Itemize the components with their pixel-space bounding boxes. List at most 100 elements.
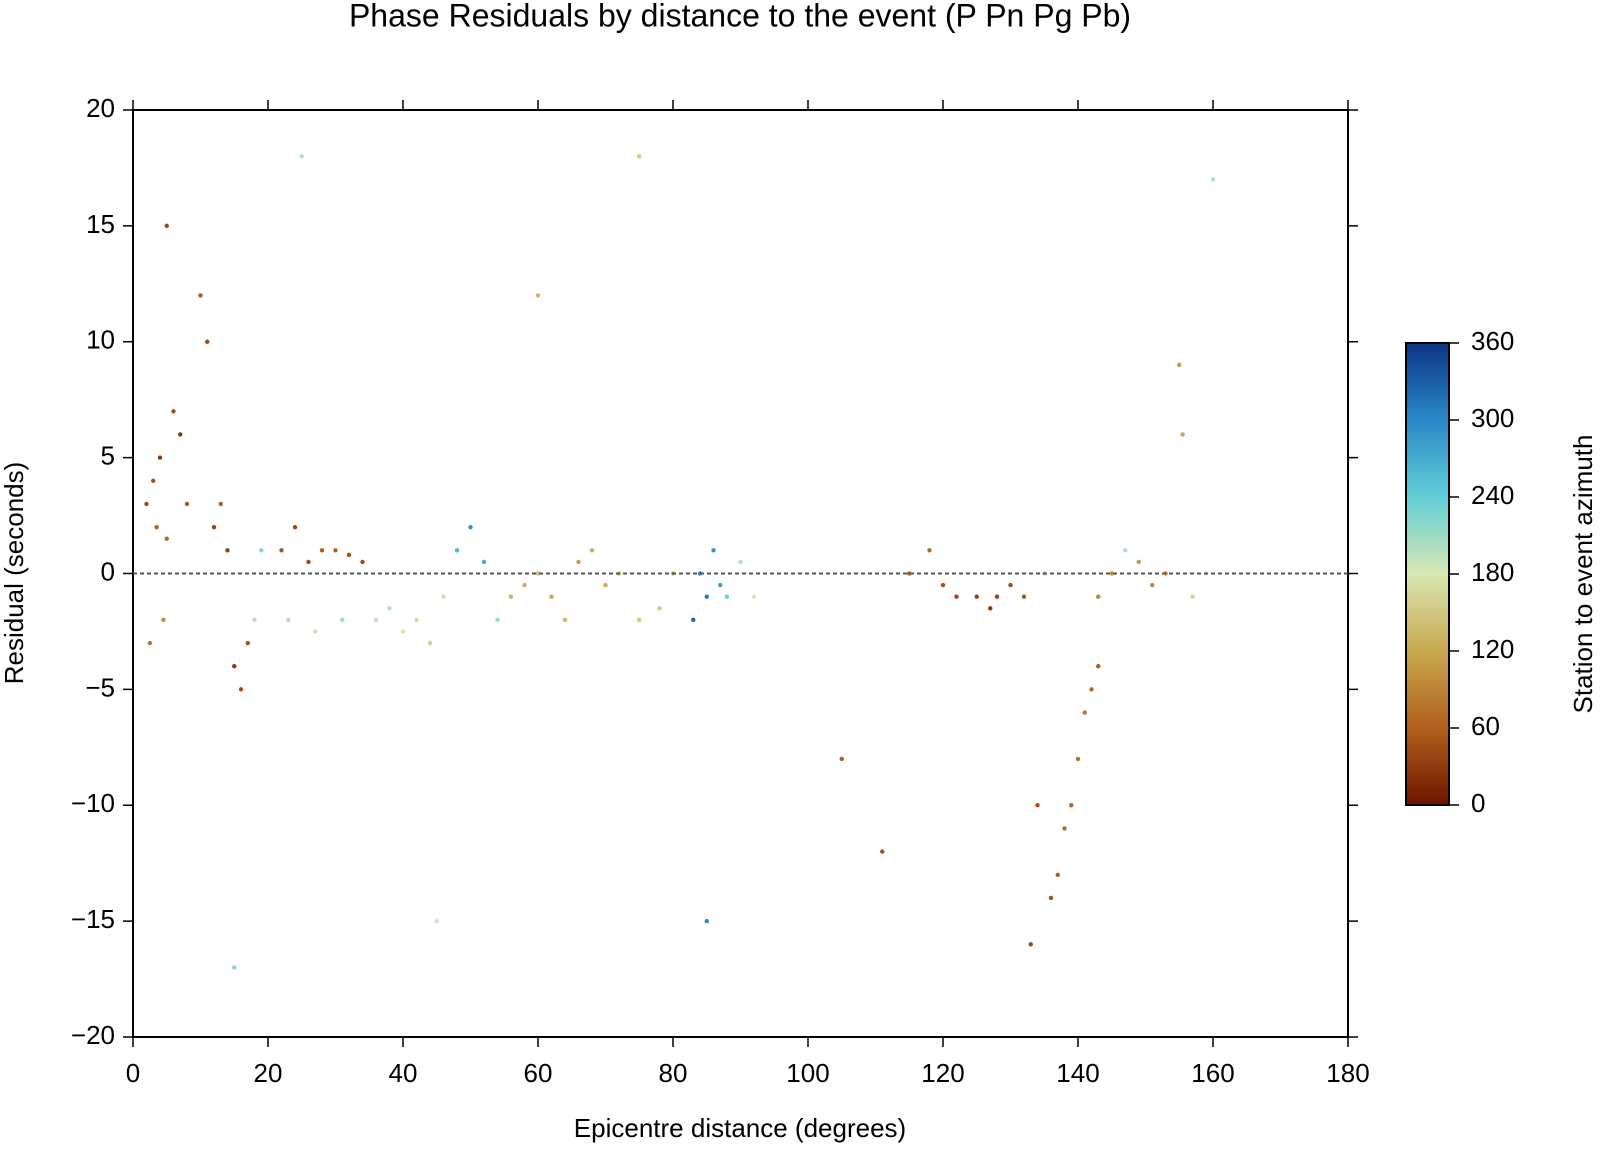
x-tick-label: 140 [1056, 1058, 1099, 1088]
point [576, 559, 581, 565]
point [1109, 571, 1114, 576]
point [1180, 432, 1185, 437]
x-tick-label: 180 [1326, 1058, 1369, 1088]
point [333, 548, 338, 553]
point [954, 594, 959, 599]
point [313, 629, 318, 634]
colorbar-tick-label: 60 [1471, 711, 1500, 741]
point [1210, 177, 1216, 182]
point [589, 548, 595, 553]
point [839, 756, 844, 762]
colorbar-tick-label: 120 [1471, 634, 1514, 664]
point [454, 548, 460, 553]
point [907, 571, 912, 576]
x-tick-label: 40 [389, 1058, 418, 1088]
colorbar-tick-label: 240 [1471, 480, 1514, 510]
point [279, 548, 284, 553]
point [306, 559, 311, 565]
point [144, 501, 149, 507]
point [994, 594, 1000, 599]
point [340, 617, 345, 623]
point [427, 640, 433, 646]
point [1055, 872, 1060, 877]
point [151, 478, 156, 483]
y-tick-label: 15 [86, 209, 115, 239]
colorbar [1405, 342, 1450, 806]
y-tick-label: 20 [86, 93, 115, 123]
x-axis-label: Epicentre distance (degrees) [574, 1113, 906, 1143]
point [205, 339, 210, 344]
point [164, 536, 169, 541]
point [400, 629, 406, 634]
point [1190, 594, 1195, 599]
y-tick-label: −20 [71, 1020, 115, 1050]
point [751, 594, 757, 599]
point [414, 617, 419, 623]
y-tick-label: −10 [71, 788, 115, 818]
point [225, 548, 230, 553]
point [1136, 559, 1141, 565]
point [154, 524, 159, 530]
point [522, 582, 527, 588]
point [880, 849, 885, 854]
point [360, 559, 365, 565]
point [495, 617, 500, 623]
point [373, 617, 379, 623]
point [252, 617, 257, 623]
point [481, 559, 487, 565]
point [1123, 548, 1128, 553]
point [535, 571, 541, 576]
point [1021, 594, 1027, 599]
point [1096, 594, 1101, 599]
point [1008, 582, 1013, 588]
point [232, 664, 237, 669]
point [1089, 687, 1094, 692]
point [704, 918, 709, 924]
y-tick-label: −15 [71, 904, 115, 934]
point [927, 548, 932, 553]
x-tick-label: 160 [1191, 1058, 1234, 1088]
colorbar-tick-label: 180 [1471, 557, 1514, 587]
point [738, 559, 743, 565]
point [218, 501, 223, 507]
point [259, 548, 264, 553]
point [211, 524, 217, 530]
point [637, 617, 642, 623]
point [178, 432, 183, 437]
point [1069, 803, 1074, 808]
point [468, 524, 473, 530]
point [161, 617, 166, 623]
point [711, 548, 716, 553]
point [1150, 582, 1155, 588]
point [1177, 362, 1182, 368]
colorbar-tick-label: 360 [1471, 326, 1514, 356]
point [319, 548, 325, 553]
point [434, 918, 439, 924]
point [1082, 710, 1087, 715]
point [164, 223, 169, 229]
point [940, 582, 946, 588]
point [441, 594, 446, 599]
y-tick-label: 0 [101, 556, 115, 586]
point [704, 594, 709, 599]
x-tick-label: 60 [524, 1058, 553, 1088]
point [691, 617, 696, 623]
point [508, 594, 514, 599]
y-tick-label: 5 [101, 441, 115, 471]
point [184, 501, 190, 507]
point [718, 582, 723, 588]
point [387, 606, 392, 611]
point [657, 606, 662, 611]
point [988, 606, 993, 611]
colorbar-tick-label: 0 [1471, 788, 1485, 818]
y-axis-label: Residual (seconds) [0, 462, 29, 685]
y-tick-label: 10 [86, 325, 115, 355]
colorbar-label: Station to event azimuth [1568, 435, 1598, 714]
point [171, 409, 176, 414]
point [1062, 826, 1067, 831]
point [549, 594, 554, 599]
point [1035, 803, 1040, 808]
point [245, 640, 250, 646]
point [157, 455, 163, 460]
